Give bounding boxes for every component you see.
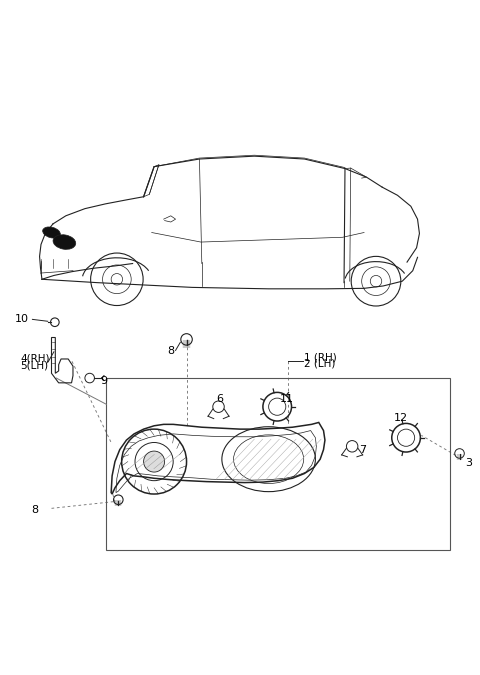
Text: 11: 11 xyxy=(280,394,294,404)
Ellipse shape xyxy=(43,227,60,238)
Text: 10: 10 xyxy=(15,315,29,325)
Text: 9: 9 xyxy=(101,377,108,386)
Text: 2 (LH): 2 (LH) xyxy=(304,358,336,369)
Circle shape xyxy=(144,451,165,472)
Text: 12: 12 xyxy=(394,412,408,423)
Text: 8: 8 xyxy=(32,506,38,515)
Text: 1 (RH): 1 (RH) xyxy=(304,352,337,362)
Ellipse shape xyxy=(53,235,76,249)
Text: 7: 7 xyxy=(360,445,366,455)
Bar xyxy=(107,378,450,550)
Text: 6: 6 xyxy=(216,394,223,404)
Text: 8: 8 xyxy=(167,346,174,356)
Text: 4(RH): 4(RH) xyxy=(21,354,50,364)
Text: 3: 3 xyxy=(465,458,472,468)
Text: 5(LH): 5(LH) xyxy=(21,360,48,370)
